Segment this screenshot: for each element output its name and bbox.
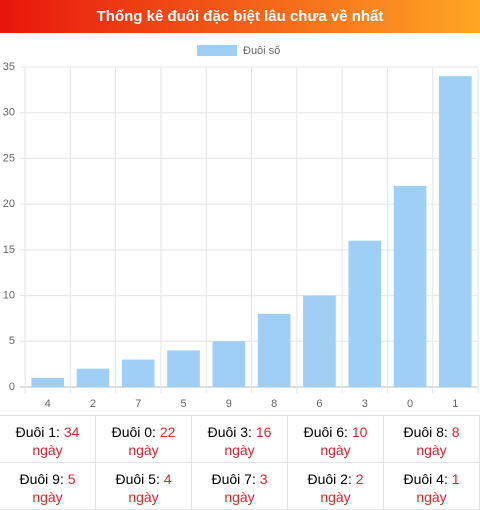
cell-line: Đuôi 2: 2 bbox=[288, 470, 383, 488]
cell-line: Đuôi 4: 1 bbox=[384, 470, 479, 488]
table-cell: Đuôi 8: 8 ngày bbox=[384, 416, 480, 463]
cell-label: Đuôi 8: bbox=[403, 424, 448, 440]
x-tick-label: 2 bbox=[90, 398, 96, 410]
y-tick-label: 25 bbox=[3, 152, 15, 164]
y-tick-label: 0 bbox=[9, 381, 15, 393]
cell-line: Đuôi 0: 22 bbox=[96, 423, 191, 441]
x-tick-label: 7 bbox=[135, 398, 141, 410]
cell-label: Đuôi 9: bbox=[19, 471, 64, 487]
header-title: Thống kê đuôi đặc biệt lâu chưa về nhất bbox=[0, 0, 480, 33]
cell-value: 8 bbox=[451, 424, 460, 440]
cell-line: Đuôi 9: 5 bbox=[0, 470, 95, 488]
bar bbox=[31, 377, 64, 387]
cell-line: Đuôi 7: 3 bbox=[192, 470, 287, 488]
table-cell: Đuôi 2: 2 ngày bbox=[288, 463, 384, 510]
cell-value: 3 bbox=[259, 471, 268, 487]
table-cell: Đuôi 0: 22 ngày bbox=[96, 416, 192, 463]
table-cell: Đuôi 7: 3 ngày bbox=[192, 463, 288, 510]
bar bbox=[212, 341, 246, 387]
cell-label: Đuôi 4: bbox=[403, 471, 448, 487]
x-tick-label: 5 bbox=[180, 398, 186, 410]
cell-label: Đuôi 5: bbox=[115, 471, 160, 487]
y-tick-label: 10 bbox=[3, 289, 15, 301]
table-cell: Đuôi 1: 34 ngày bbox=[0, 416, 96, 463]
cell-value: 5 bbox=[67, 471, 76, 487]
cell-label: Đuôi 0: bbox=[111, 424, 156, 440]
table-cell: Đuôi 6: 10 ngày bbox=[288, 416, 384, 463]
table-cell: Đuôi 3: 16 ngày bbox=[192, 416, 288, 463]
cell-line: Đuôi 8: 8 bbox=[384, 423, 479, 441]
cell-line: Đuôi 6: 10 bbox=[288, 423, 383, 441]
cell-value: 1 bbox=[451, 471, 460, 487]
cell-unit: ngày bbox=[224, 489, 255, 505]
bar bbox=[121, 359, 155, 387]
x-tick-label: 0 bbox=[407, 398, 413, 410]
cell-line: Đuôi 5: 4 bbox=[96, 470, 191, 488]
cell-label: Đuôi 7: bbox=[211, 471, 256, 487]
y-tick-label: 35 bbox=[3, 61, 15, 73]
cell-value: 2 bbox=[355, 471, 364, 487]
cell-unit: ngày bbox=[128, 442, 159, 458]
cell-unit: ngày bbox=[32, 489, 63, 505]
x-tick-label: 9 bbox=[226, 398, 232, 410]
cell-line: Đuôi 1: 34 bbox=[0, 423, 95, 441]
cell-unit: ngày bbox=[224, 442, 255, 458]
cell-value: 4 bbox=[163, 471, 172, 487]
cell-unit: ngày bbox=[416, 442, 447, 458]
table-cell: Đuôi 5: 4 ngày bbox=[96, 463, 192, 510]
summary-table: Đuôi 1: 34 ngày Đuôi 0: 22 ngày Đuôi 3: 16 ng… bbox=[0, 415, 480, 510]
cell-unit: ngày bbox=[320, 442, 351, 458]
cell-unit: ngày bbox=[128, 489, 159, 505]
cell-label: Đuôi 2: bbox=[307, 471, 352, 487]
bar bbox=[393, 185, 427, 387]
table-cell: Đuôi 9: 5 ngày bbox=[0, 463, 96, 510]
bar bbox=[439, 76, 472, 387]
cell-value: 10 bbox=[351, 424, 368, 440]
x-tick-label: 6 bbox=[316, 398, 322, 410]
bar bbox=[76, 368, 110, 387]
cell-unit: ngày bbox=[320, 489, 351, 505]
x-tick-label: 3 bbox=[362, 398, 368, 410]
y-tick-label: 30 bbox=[3, 107, 15, 119]
x-tick-label: 1 bbox=[452, 398, 458, 410]
y-tick-label: 15 bbox=[3, 244, 15, 256]
cell-label: Đuôi 1: bbox=[15, 424, 60, 440]
cell-value: 16 bbox=[255, 424, 272, 440]
x-tick-label: 8 bbox=[271, 398, 277, 410]
bar bbox=[348, 240, 382, 387]
bar bbox=[303, 295, 336, 387]
table-cell: Đuôi 4: 1 ngày bbox=[384, 463, 480, 510]
legend-swatch bbox=[197, 45, 237, 56]
cell-unit: ngày bbox=[416, 489, 447, 505]
cell-label: Đuôi 3: bbox=[207, 424, 252, 440]
cell-value: 34 bbox=[63, 424, 80, 440]
y-tick-label: 5 bbox=[9, 335, 15, 347]
bar bbox=[257, 313, 291, 387]
legend-label: Đuôi số bbox=[243, 45, 280, 57]
cell-value: 22 bbox=[159, 424, 176, 440]
cell-line: Đuôi 3: 16 bbox=[192, 423, 287, 441]
y-tick-label: 20 bbox=[3, 198, 15, 210]
cell-unit: ngày bbox=[32, 442, 63, 458]
cell-label: Đuôi 6: bbox=[303, 424, 348, 440]
bar bbox=[167, 350, 200, 387]
x-tick-label: 4 bbox=[45, 398, 51, 410]
